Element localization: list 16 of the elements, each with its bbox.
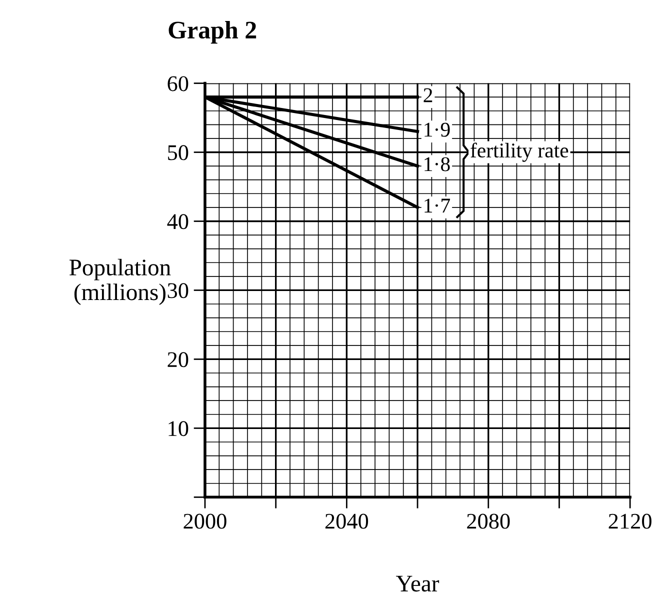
annotation: fertility rate xyxy=(470,142,568,162)
y-tick-label: 60 xyxy=(168,76,188,92)
x-tick-label: 2080 xyxy=(467,514,510,529)
y-tick-label: 50 xyxy=(168,145,188,160)
series-label: 2 xyxy=(424,88,432,102)
x-tick-label: 2120 xyxy=(608,514,652,529)
y-tick-label: 20 xyxy=(168,352,188,368)
y-tick-label: 10 xyxy=(168,421,188,436)
series-label: 1·9 xyxy=(424,122,450,137)
x-tick-label: 2040 xyxy=(325,514,368,529)
x-axis-title: Year xyxy=(396,576,440,592)
chart-title: Graph 2 xyxy=(168,20,256,44)
series-label: 1·8 xyxy=(424,157,450,172)
y-tick-label: 40 xyxy=(167,214,188,230)
x-tick-label: 2000 xyxy=(184,514,226,529)
series-label: 1·7 xyxy=(424,198,450,212)
